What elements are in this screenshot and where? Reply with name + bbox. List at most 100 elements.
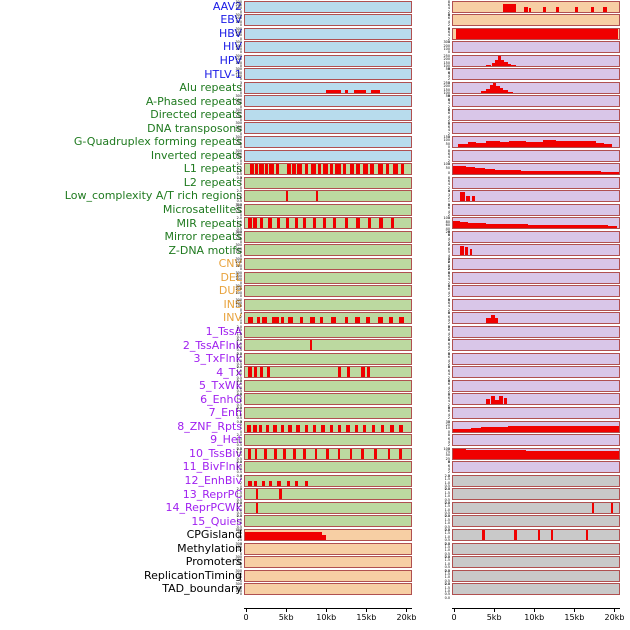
y-tick-label: 250 xyxy=(443,53,450,58)
y-tick-label: 4 xyxy=(447,128,450,133)
bar xyxy=(494,426,508,432)
y-axis-ticks-right: 2.0 1.5 1.0 0.5 0.0 xyxy=(432,501,450,518)
y-tick-label: 0.5 xyxy=(236,199,242,204)
y-tick-label: 100 xyxy=(443,91,450,96)
y-tick-label: 1.5 xyxy=(236,517,242,522)
y-tick-label: 1.0 xyxy=(444,494,450,499)
y-tick-label: 1.5 xyxy=(236,436,242,441)
bar xyxy=(600,171,611,175)
y-tick-label: 2 xyxy=(447,307,450,312)
bar xyxy=(595,451,619,459)
track-row: AAV2 300 200 100 0 8 6 4 2 0 xyxy=(0,0,630,17)
y-tick-label: 100 xyxy=(235,74,242,79)
track-panel-left xyxy=(244,163,412,176)
y-tick-label: 2 xyxy=(447,348,450,353)
y-tick-label: 1 xyxy=(239,182,242,187)
bar xyxy=(344,218,348,229)
y-tick-label: 0.0 xyxy=(236,338,242,343)
y-tick-label: 6 xyxy=(447,395,450,400)
bar xyxy=(361,367,365,378)
bar xyxy=(610,502,614,513)
track-row: Methylation 300 200 100 0 2.0 1.5 1.0 0.5 0.0 xyxy=(0,541,630,559)
track-panel-right xyxy=(452,393,620,406)
y-tick-label: 1.0 xyxy=(236,196,242,200)
bar xyxy=(285,218,290,229)
bar xyxy=(526,450,550,459)
y-tick-label: 0.5 xyxy=(236,402,242,407)
y-tick-label: 8 xyxy=(447,148,450,153)
y-tick-label: 4 xyxy=(447,189,450,194)
y-tick-label: 1.0 xyxy=(236,331,242,336)
y-tick-label: 1.0 xyxy=(444,480,450,485)
y-axis-ticks-right: 100 50 0 xyxy=(432,162,450,175)
y-tick-label: 1.5 xyxy=(444,558,450,563)
track-panel-left xyxy=(244,461,412,474)
bar xyxy=(304,424,309,432)
y-tick-label: 2.0 xyxy=(444,527,450,532)
y-tick-label: 100 xyxy=(235,46,242,51)
y-tick-label: 3 xyxy=(239,419,242,424)
y-tick-label: 4 xyxy=(447,155,450,160)
bar xyxy=(392,164,398,175)
y-tick-label: 0 xyxy=(239,131,242,136)
bar xyxy=(502,450,527,459)
y-tick-label: 2.0 xyxy=(236,433,242,438)
y-tick-label: 0 xyxy=(447,406,450,411)
track-label: TAD_boundary xyxy=(162,582,242,596)
track-panel-left xyxy=(244,230,412,243)
y-axis-ticks-left: 2.0 1.5 1.0 0.5 0.0 xyxy=(224,189,242,206)
track-panel-left xyxy=(244,136,412,149)
bar xyxy=(572,451,597,459)
bar xyxy=(537,171,555,175)
y-tick-label: 200 xyxy=(235,273,242,278)
bar xyxy=(254,448,258,459)
y-axis-ticks-left: 2.0 1.5 1.0 0.5 0.0 xyxy=(224,406,242,423)
y-axis-ticks-left: 2.0 1.5 1.0 0.5 0.0 xyxy=(224,433,242,450)
track-row: L1 repeats 2.0 1.5 1.0 0.5 0.0 100 50 0 xyxy=(0,162,630,180)
y-tick-label: 2 xyxy=(447,267,450,272)
y-tick-label: 8 xyxy=(447,270,450,275)
y-tick-label: 6 xyxy=(447,368,450,373)
y-tick-label: 200 xyxy=(235,70,242,75)
y-axis-ticks-right: 2.0 1.5 1.0 0.5 0.0 xyxy=(432,487,450,504)
y-tick-label: 2 xyxy=(447,334,450,339)
track-panel-right xyxy=(452,379,620,392)
bar xyxy=(486,64,492,66)
y-tick-label: 0 xyxy=(447,392,450,397)
bar xyxy=(554,171,572,175)
bar xyxy=(491,314,495,324)
bar xyxy=(570,171,588,175)
y-tick-label: 1.5 xyxy=(236,328,242,333)
track-panel-right xyxy=(452,68,620,81)
y-tick-label: 1.5 xyxy=(444,585,450,590)
bar xyxy=(367,218,372,229)
bar xyxy=(486,398,491,405)
track-panel-right xyxy=(452,420,620,433)
bar xyxy=(288,316,294,324)
y-tick-label: 0 xyxy=(447,170,450,175)
y-tick-label: 1 xyxy=(239,483,242,488)
y-tick-label: 0 xyxy=(447,429,450,434)
y-tick-label: 1.0 xyxy=(236,358,242,363)
bar xyxy=(268,218,272,229)
y-tick-label: 8 xyxy=(447,297,450,302)
y-tick-label: 0 xyxy=(447,202,450,207)
bar xyxy=(542,140,557,148)
bar xyxy=(527,224,545,229)
track-label: Methylation xyxy=(177,541,242,555)
bar xyxy=(366,316,370,324)
bar xyxy=(585,529,589,540)
y-tick-label: 100 xyxy=(443,446,450,451)
y-tick-label: 2 xyxy=(447,321,450,326)
y-tick-label: 1.0 xyxy=(236,223,242,228)
track-row: 3_TxFlnk 2.0 1.5 1.0 0.5 0.0 8 6 4 2 0 xyxy=(0,352,630,369)
y-tick-label: 0 xyxy=(239,145,242,150)
y-tick-label: 1.5 xyxy=(236,382,242,387)
bar xyxy=(269,164,275,175)
